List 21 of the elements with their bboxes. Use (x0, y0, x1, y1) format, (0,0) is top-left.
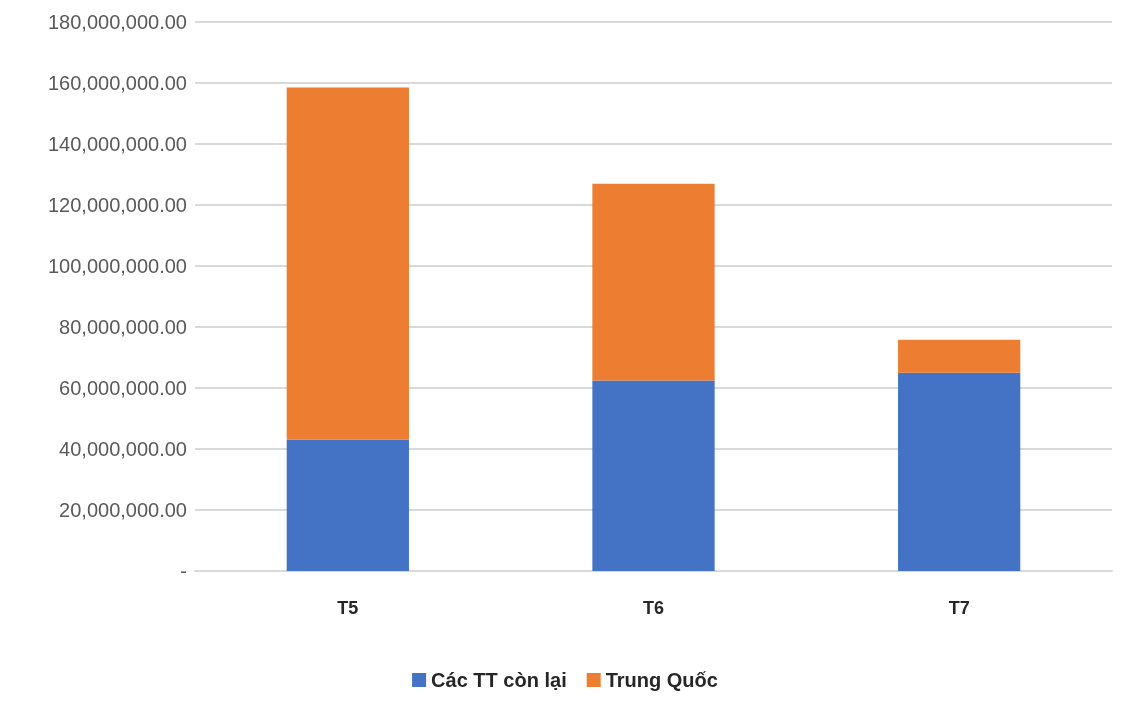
y-tick-label: 140,000,000.00 (47, 133, 187, 155)
bar (898, 339, 1021, 373)
bar (592, 183, 715, 381)
bar (898, 372, 1021, 571)
x-tick-label: T6 (642, 598, 665, 618)
x-tick-label: T7 (948, 598, 970, 618)
y-tick-label: 80,000,000.00 (59, 316, 187, 338)
legend-label: Trung Quốc (605, 669, 718, 691)
y-tick-label: 20,000,000.00 (59, 499, 187, 521)
y-tick-label: 120,000,000.00 (47, 194, 187, 216)
bar (286, 87, 409, 440)
bar (286, 439, 409, 571)
y-tick-label: 100,000,000.00 (47, 255, 187, 277)
y-tick-label: 60,000,000.00 (59, 377, 187, 399)
legend-label: Các TT còn lại (431, 669, 567, 691)
y-tick-label: - (180, 560, 187, 582)
bar (592, 380, 715, 571)
y-tick-label: 40,000,000.00 (59, 438, 187, 460)
x-tick-label: T5 (337, 598, 359, 618)
y-tick-label: 160,000,000.00 (47, 72, 187, 94)
y-tick-label: 180,000,000.00 (47, 11, 187, 33)
